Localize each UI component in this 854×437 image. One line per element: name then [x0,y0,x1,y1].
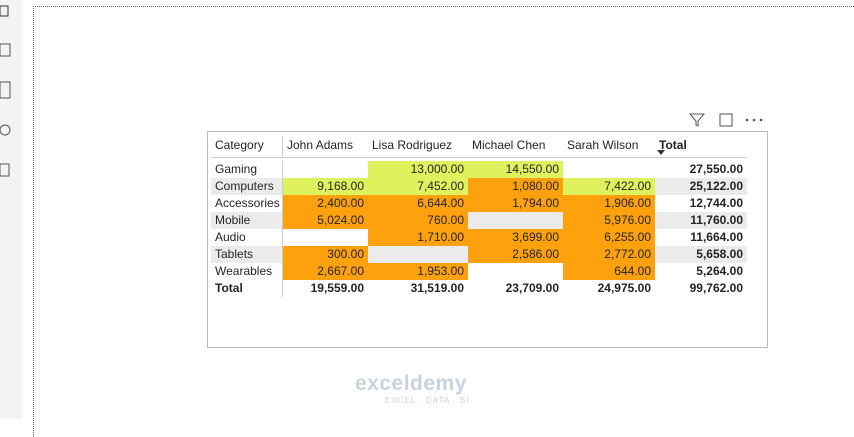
row-header: Wearables [211,263,283,280]
matrix: Category John Adams Lisa Rodriguez Michael … [211,136,747,297]
value-cell [468,263,563,280]
value-cell: 644.00 [563,263,655,280]
query-icon[interactable] [0,163,10,177]
row-total: 25,122.00 [689,179,743,193]
data-row: Computers 9,168.00 7,452.00 1,080.00 7,422.0… [211,178,747,195]
watermark-name: exceldemy [355,372,467,395]
column-total: 24,975.00 [597,281,651,295]
data-row: Gaming 13,000.00 14,550.00 27,550.00 [211,161,747,178]
sort-arrow [657,150,665,155]
value-cell [283,229,368,246]
sidebar [0,0,22,419]
value-cell: 760.00 [368,212,468,229]
column-header[interactable]: Category [211,136,283,157]
data-row: Wearables 2,667.00 1,953.00 644.00 5,264.00 [211,263,747,280]
value-cell: 2,667.00 [283,263,368,280]
value-cell: 1,710.00 [368,229,468,246]
filter-icon[interactable] [688,113,706,127]
header-row: Category John Adams Lisa Rodriguez Michael … [211,136,747,158]
row-header: Audio [211,229,283,246]
data-row: Mobile 5,024.00 760.00 5,976.00 11,760.00 [211,212,747,229]
data-icon[interactable] [0,43,11,57]
row-total: 11,760.00 [690,213,743,227]
value-cell: 300.00 [283,246,368,263]
row-header: Tablets [211,246,283,263]
row-total: 27,550.00 [689,162,743,176]
column-total: 31,519.00 [410,281,464,295]
row-header: Mobile [211,212,283,229]
value-cell: 2,400.00 [283,195,368,212]
watermark-tagline: EXCEL · DATA · BI [385,396,470,405]
model-icon[interactable] [0,81,11,99]
more-icon[interactable] [745,118,763,122]
data-row: Audio 1,710.00 3,699.00 6,255.00 11,664.00 [211,229,747,246]
dax-icon[interactable] [0,124,11,136]
value-cell: 7,452.00 [368,178,468,195]
visual-frame[interactable] [207,131,768,348]
value-cell: 13,000.00 [368,161,468,178]
row-header: Total [211,280,283,297]
value-cell: 1,953.00 [368,263,468,280]
value-cell: 14,550.00 [468,161,563,178]
focus-icon[interactable] [719,113,733,127]
column-header[interactable]: John Adams [287,138,354,152]
row-header: Gaming [211,161,283,178]
row-total: 5,264.00 [696,264,743,278]
value-cell [368,246,468,263]
value-cell [468,212,563,229]
row-header: Computers [211,178,283,195]
column-total: 99,762.00 [689,281,743,295]
row-total: 5,658.00 [696,247,743,261]
value-cell: 5,976.00 [563,212,655,229]
column-header[interactable]: Sarah Wilson [567,138,639,152]
column-header[interactable]: Michael Chen [472,138,546,152]
value-cell: 7,422.00 [563,178,655,195]
value-cell: 6,255.00 [563,229,655,246]
report-icon[interactable] [0,5,9,17]
row-header: Accessories [211,195,283,212]
total-row: Total 19,559.00 31,519.00 23,709.00 24,975.0… [211,280,747,297]
column-total: 19,559.00 [310,281,364,295]
value-cell: 3,699.00 [468,229,563,246]
value-cell: 5,024.00 [283,212,368,229]
column-total: 23,709.00 [505,281,559,295]
value-cell: 6,644.00 [368,195,468,212]
column-header[interactable]: Lisa Rodriguez [372,138,453,152]
visual-header-icons [688,113,763,127]
value-cell: 9,168.00 [283,178,368,195]
row-total: 12,744.00 [689,196,743,210]
sidebar-icons [0,5,11,177]
value-cell: 2,586.00 [468,246,563,263]
row-total: 11,664.00 [690,230,743,244]
data-row: Tablets 300.00 2,586.00 2,772.00 5,658.00 [211,246,747,263]
value-cell [563,161,655,178]
value-cell: 1,080.00 [468,178,563,195]
report-canvas [33,6,854,437]
value-cell: 1,794.00 [468,195,563,212]
value-cell: 1,906.00 [563,195,655,212]
watermark: exceldemy EXCEL · DATA · BI [355,372,469,405]
column-header[interactable]: Total [655,136,747,157]
value-cell [283,161,368,178]
value-cell: 2,772.00 [563,246,655,263]
data-row: Accessories 2,400.00 6,644.00 1,794.00 1,906… [211,195,747,212]
